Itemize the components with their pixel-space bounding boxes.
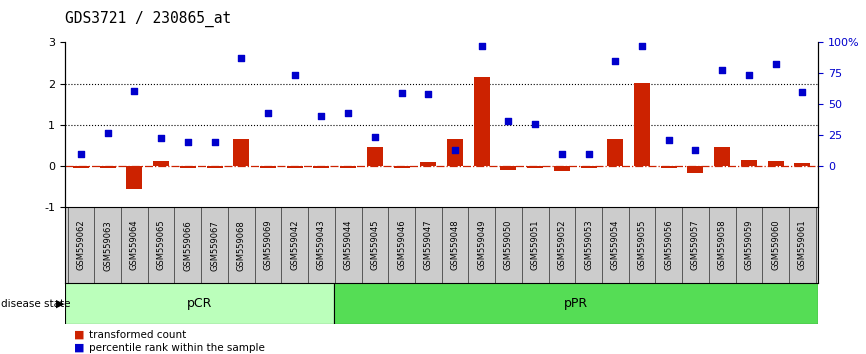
Text: GSM559062: GSM559062 [76, 220, 86, 270]
Bar [420, 162, 436, 166]
Text: GSM559063: GSM559063 [103, 220, 113, 270]
Text: GSM559061: GSM559061 [798, 220, 807, 270]
Point [662, 138, 675, 143]
Point [74, 152, 88, 157]
Bar [287, 166, 303, 168]
Text: GSM559046: GSM559046 [397, 220, 406, 270]
Point [769, 61, 783, 67]
Point [422, 91, 436, 97]
Point [208, 139, 222, 145]
Bar [688, 166, 703, 173]
Text: ■: ■ [74, 343, 84, 353]
Text: GSM559065: GSM559065 [157, 220, 165, 270]
Point [582, 152, 596, 157]
Point [555, 151, 569, 156]
Point [609, 58, 623, 64]
Bar [474, 78, 490, 166]
Text: GSM559059: GSM559059 [745, 220, 753, 270]
Text: GSM559048: GSM559048 [450, 220, 460, 270]
Bar [233, 139, 249, 166]
Point [261, 110, 275, 116]
Bar [153, 161, 169, 166]
Point [475, 43, 488, 48]
Bar [501, 166, 516, 170]
Text: GDS3721 / 230865_at: GDS3721 / 230865_at [65, 11, 231, 27]
Point [742, 73, 756, 78]
Text: GSM559047: GSM559047 [423, 220, 433, 270]
Point [528, 121, 542, 127]
Point [314, 113, 328, 119]
Bar [126, 166, 142, 189]
Text: GSM559060: GSM559060 [771, 220, 780, 270]
Point [368, 134, 382, 140]
Bar [794, 162, 811, 166]
Bar [73, 166, 89, 168]
Bar [714, 147, 730, 166]
Text: ■: ■ [74, 330, 84, 339]
Bar [207, 166, 223, 167]
Text: pCR: pCR [187, 297, 212, 310]
Text: GSM559057: GSM559057 [691, 220, 700, 270]
Text: pPR: pPR [564, 297, 588, 310]
Bar [661, 166, 676, 169]
Bar [65, 283, 334, 324]
Point [501, 119, 515, 124]
Text: GSM559067: GSM559067 [210, 220, 219, 270]
Point [235, 55, 249, 61]
Text: GSM559042: GSM559042 [290, 220, 300, 270]
Point [688, 148, 702, 153]
Point [795, 89, 809, 95]
Point [100, 130, 114, 136]
Bar [180, 166, 196, 168]
Text: transformed count: transformed count [89, 330, 186, 339]
Point [127, 88, 141, 94]
Point [715, 68, 729, 73]
Text: GSM559058: GSM559058 [718, 220, 727, 270]
Bar [607, 139, 624, 166]
Bar [447, 139, 463, 166]
Bar [741, 160, 757, 166]
Text: GSM559050: GSM559050 [504, 220, 513, 270]
Bar [260, 166, 276, 167]
Text: GSM559052: GSM559052 [558, 220, 566, 270]
Point [288, 73, 301, 78]
Text: GSM559055: GSM559055 [637, 220, 647, 270]
Point [635, 43, 649, 48]
Text: percentile rank within the sample: percentile rank within the sample [89, 343, 265, 353]
Text: GSM559064: GSM559064 [130, 220, 139, 270]
Text: GSM559053: GSM559053 [584, 220, 593, 270]
Text: GSM559043: GSM559043 [317, 220, 326, 270]
Point [341, 110, 355, 116]
Bar [527, 166, 543, 167]
Point [181, 139, 195, 145]
Text: GSM559049: GSM559049 [477, 220, 486, 270]
Text: GSM559068: GSM559068 [236, 220, 246, 270]
Text: GSM559045: GSM559045 [371, 220, 379, 270]
Text: GSM559056: GSM559056 [664, 220, 673, 270]
Text: GSM559054: GSM559054 [611, 220, 620, 270]
Point [154, 135, 168, 141]
Bar [367, 147, 383, 166]
Point [448, 148, 462, 153]
Bar [340, 166, 356, 167]
Text: GSM559066: GSM559066 [184, 220, 192, 270]
Bar [580, 166, 597, 168]
Text: GSM559051: GSM559051 [531, 220, 540, 270]
Bar [100, 166, 116, 167]
Text: ▶: ▶ [56, 298, 65, 309]
Text: GSM559044: GSM559044 [344, 220, 352, 270]
Text: GSM559069: GSM559069 [263, 220, 273, 270]
Bar [554, 166, 570, 171]
Point [395, 90, 409, 96]
Text: disease state: disease state [1, 298, 70, 309]
Bar [634, 83, 650, 166]
Bar [334, 283, 818, 324]
Bar [767, 161, 784, 166]
Bar [393, 166, 410, 167]
Bar [313, 166, 329, 167]
